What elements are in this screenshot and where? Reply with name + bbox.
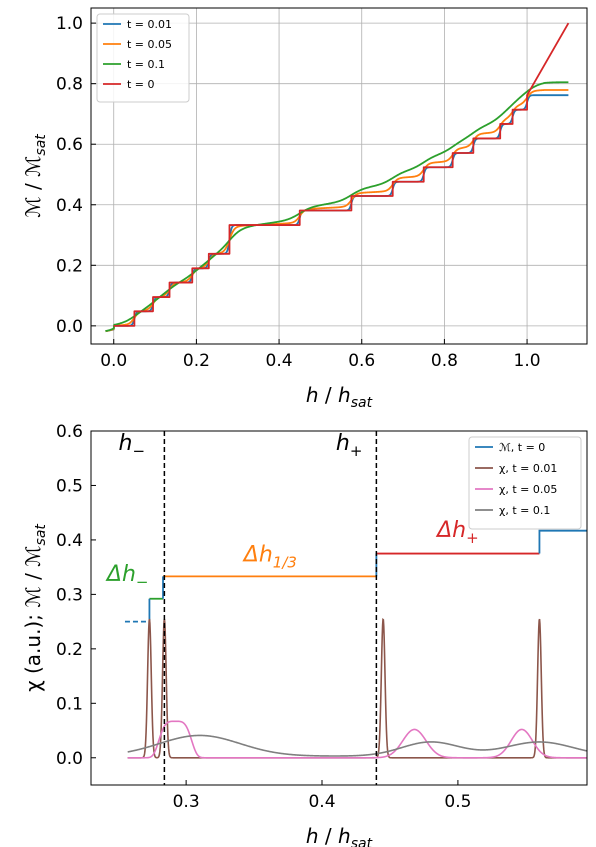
bottom-xtick-label: 0.4	[308, 792, 335, 812]
bottom-ytick-label: 0.0	[56, 749, 83, 769]
top-xtick-label: 0.6	[348, 351, 375, 371]
top-ytick-label: 0.8	[56, 75, 83, 95]
bottom-ytick-label: 0.5	[56, 476, 83, 496]
top-xtick-label: 0.8	[431, 351, 458, 371]
bottom-legend-entry: χ, t = 0.05	[499, 483, 557, 496]
bottom-xtick-label: 0.5	[444, 792, 471, 812]
top-ytick-label: 0.6	[56, 135, 83, 155]
bottom-annotation-0: h−	[119, 431, 146, 460]
bottom-plot-area	[125, 531, 587, 758]
bottom-xtick-label: 0.3	[173, 792, 200, 812]
bottom-ytick-label: 0.4	[56, 531, 83, 551]
top-xtick-label: 1.0	[514, 351, 541, 371]
top-xtick-label: 0.0	[100, 351, 127, 371]
bottom-ytick-label: 0.1	[56, 694, 83, 714]
bottom-legend-entry: χ, t = 0.1	[499, 504, 550, 517]
top-legend-entry: t = 0.05	[127, 38, 172, 51]
top-ytick-label: 0.0	[56, 317, 83, 337]
top-series-line	[105, 95, 568, 331]
top-ytick-label: 1.0	[56, 14, 83, 34]
bottom-ytick-label: 0.2	[56, 640, 83, 660]
bottom-chi-t001	[128, 619, 587, 758]
bottom-legend-entry: ℳ, t = 0	[499, 441, 545, 454]
bottom-chi-t005	[128, 721, 587, 757]
bottom-annotation-1: h+	[336, 431, 363, 460]
top-legend-entry: t = 0.1	[127, 58, 165, 71]
top-xtick-label: 0.4	[266, 351, 293, 371]
top-ylabel: ℳ / ℳsat	[21, 134, 49, 218]
bottom-xlabel: h / hsat	[306, 824, 373, 847]
chart-bottom: h− h+Δh−Δh1/3Δh+0.3 0.4 0.50.00.10.20.30.40…	[21, 422, 587, 847]
top-ytick-label: 0.2	[56, 256, 83, 276]
bottom-annotation-3: Δh1/3	[242, 543, 297, 572]
bottom-ylabel: χ (a.u.); ℳ / ℳsat	[21, 524, 49, 692]
bottom-legend-entry: χ, t = 0.01	[499, 462, 557, 475]
top-legend-entry: t = 0	[127, 78, 155, 91]
top-xtick-label: 0.2	[183, 351, 210, 371]
top-ytick-label: 0.4	[56, 196, 83, 216]
top-legend-entry: t = 0.01	[127, 18, 172, 31]
bottom-annotation-2: Δh−	[105, 562, 149, 591]
bottom-ytick-label: 0.6	[56, 422, 83, 442]
top-xlabel: h / hsat	[306, 383, 373, 411]
chart-top: 0.0 0.2 0.4 0.6 0.8 1.0 0.0 0.2 0.4 0.6 0.8 1.0 h / …	[21, 8, 587, 411]
bottom-ytick-label: 0.3	[56, 585, 83, 605]
